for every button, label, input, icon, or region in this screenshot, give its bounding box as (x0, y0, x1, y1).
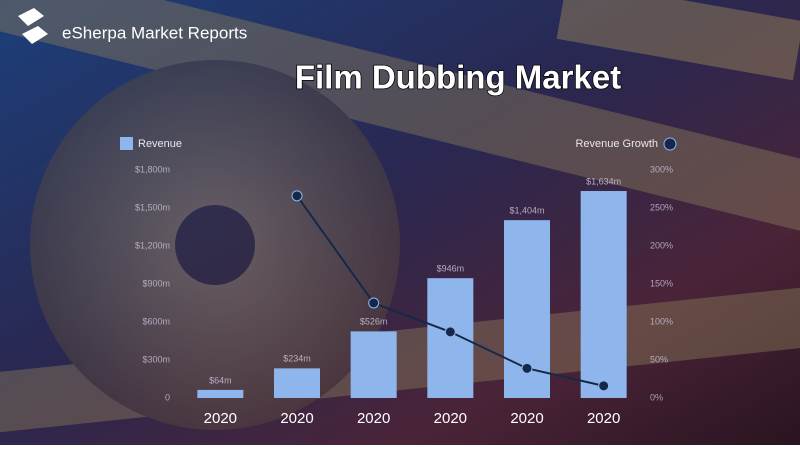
bar (274, 368, 320, 398)
y-tick-label: 0 (165, 392, 170, 402)
bar (197, 389, 244, 398)
y2-tick-label: 200% (650, 240, 673, 250)
legend-swatch (663, 137, 677, 151)
brand: eSherpa Market Reports (62, 23, 247, 42)
y-tick-label: $900m (142, 278, 170, 288)
y-tick-label: $1,800m (135, 164, 170, 174)
line-point (368, 297, 380, 309)
x-tick-label: 2020 (204, 410, 237, 427)
value-label: $526m (360, 317, 388, 327)
bar (427, 278, 474, 398)
value-label: $946m (437, 264, 465, 274)
y2-tick-label: 250% (650, 202, 673, 212)
legend-label: Revenue Growth (575, 138, 658, 150)
y2-tick-label: 50% (650, 354, 668, 364)
line-point (444, 326, 456, 338)
y2-tick-label: 0% (650, 392, 663, 402)
legend-swatch (120, 137, 133, 150)
y-tick-label: $1,500m (135, 202, 170, 212)
y-tick-label: $300m (142, 354, 170, 364)
x-tick-label: 2020 (280, 410, 313, 427)
bar (350, 331, 397, 398)
value-label: $234m (283, 354, 311, 364)
line-point (521, 362, 533, 374)
decoration (0, 0, 800, 436)
y2-tick-label: 300% (650, 164, 673, 174)
value-label: $1,634m (586, 176, 621, 186)
y2-tick-label: 100% (650, 316, 673, 326)
value-label: $1,404m (509, 206, 544, 216)
bar (580, 191, 627, 398)
line-point (598, 380, 610, 392)
chart-title: Film Dubbing Market (295, 59, 621, 96)
value-label: $64m (209, 375, 232, 385)
line-point (291, 190, 303, 202)
legend-label: Revenue (138, 138, 182, 150)
logo: eSherpa Market Reports (18, 8, 247, 44)
x-tick-label: 2020 (434, 410, 467, 427)
y2-tick-label: 150% (650, 278, 673, 288)
x-tick-label: 2020 (587, 410, 620, 427)
y-tick-label: $1,200m (135, 240, 170, 250)
x-tick-label: 2020 (357, 410, 390, 427)
y-tick-label: $600m (142, 316, 170, 326)
x-tick-label: 2020 (510, 410, 543, 427)
